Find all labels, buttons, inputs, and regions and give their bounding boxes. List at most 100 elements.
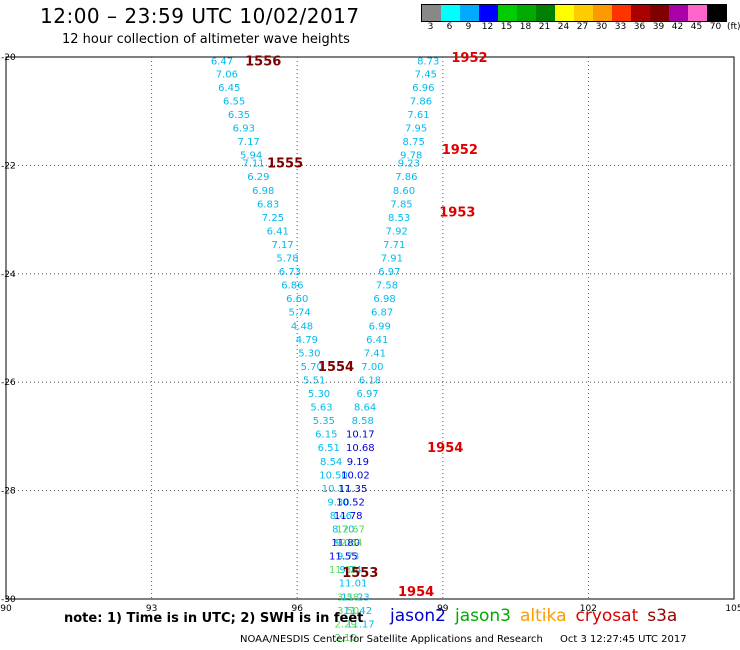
data-point-label: 7.25 (262, 213, 284, 224)
data-point-label: 8.64 (354, 403, 376, 414)
legend-value: 6 (446, 22, 453, 32)
data-point-label: 7.95 (405, 123, 427, 134)
data-point-label: 7.85 (390, 199, 412, 210)
pass-annotation: 1556 (245, 54, 281, 69)
data-point-label: 9.30 (327, 497, 349, 508)
data-point-label: 6.35 (228, 110, 250, 121)
legend-value: 36 (633, 22, 646, 32)
pass-annotation: 1553 (342, 566, 378, 581)
satellite-s3a: s3a (647, 606, 678, 626)
y-tick-label: -22 (1, 161, 16, 171)
data-point-label: 6.18 (359, 375, 381, 386)
legend-value: 33 (614, 22, 627, 32)
data-point-label: 11.42 (344, 606, 373, 617)
data-point-label: 6.47 (211, 56, 233, 67)
legend-value: 70 (709, 22, 722, 32)
data-point-label: 11.17 (346, 619, 375, 630)
x-tick-label: 99 (437, 604, 449, 614)
legend-value: 3 (427, 22, 434, 32)
data-point-label: 6.97 (356, 389, 378, 400)
x-tick-label: 93 (146, 604, 157, 614)
data-point-label: 11.78 (334, 511, 363, 522)
units-note: note: 1) Time is in UTC; 2) SWH is in fe… (64, 611, 364, 626)
legend-value: 18 (519, 22, 532, 32)
legend-swatch (688, 5, 707, 21)
data-point-label: 8.54 (320, 457, 342, 468)
satellite-cryosat: cryosat (575, 606, 639, 626)
legend-swatch (555, 5, 574, 21)
data-point-label: 5.70 (301, 362, 323, 373)
data-point-label: 6.87 (371, 308, 393, 319)
data-point-label: 11.55 (329, 552, 358, 563)
color-scale-legend (421, 4, 727, 22)
data-point-label: 8.46 (330, 511, 352, 522)
data-point-label: 6.60 (286, 294, 308, 305)
legend-swatch (574, 5, 593, 21)
pass-annotation: 1954 (398, 585, 434, 600)
y-tick-label: -28 (1, 487, 16, 497)
x-tick-label: 102 (580, 604, 597, 614)
legend-value: 30 (595, 22, 608, 32)
data-point-label: 6.99 (369, 321, 391, 332)
data-point-label: 6.51 (318, 443, 340, 454)
legend-value: 42 (671, 22, 684, 32)
data-point-label: 5.30 (298, 348, 320, 359)
legend-swatch (669, 5, 688, 21)
legend-swatch (498, 5, 517, 21)
legend-swatch (612, 5, 631, 21)
footer-credit: NOAA/NESDIS Center for Satellite Applica… (240, 634, 687, 645)
data-point-label: 7.86 (395, 172, 417, 183)
data-point-label: 11.01 (339, 579, 368, 590)
chart-subtitle: 12 hour collection of altimeter wave hei… (62, 32, 350, 47)
data-point-label: 5.51 (303, 375, 325, 386)
data-point-label: 6.93 (233, 123, 255, 134)
data-point-label: 6.97 (378, 267, 400, 278)
data-point-label: 12.04 (334, 538, 363, 549)
data-point-label: 6.98 (373, 294, 395, 305)
data-point-label: 7.11 (242, 159, 264, 170)
legend-swatch (536, 5, 555, 21)
data-point-label: 8.75 (403, 137, 425, 148)
data-point-label: 4.79 (296, 335, 318, 346)
data-point-label: 6.98 (252, 186, 274, 197)
data-point-label: 11.89 (329, 565, 358, 576)
pass-annotation: 1555 (267, 157, 303, 172)
legend-swatch (441, 5, 460, 21)
legend-value: 27 (576, 22, 589, 32)
data-point-label: 5.94 (240, 151, 262, 162)
legend-value: 24 (557, 22, 570, 32)
legend-swatch (460, 5, 479, 21)
data-point-label: 10.68 (346, 443, 375, 454)
data-point-label: 11.35 (339, 484, 368, 495)
legend-swatch (422, 5, 441, 21)
data-point-label: 9.23 (398, 159, 420, 170)
legend-swatch (517, 5, 536, 21)
data-point-label: 6.55 (223, 96, 245, 107)
credit-text: NOAA/NESDIS Center for Satellite Applica… (240, 634, 543, 645)
data-point-label: 8.58 (352, 416, 374, 427)
data-point-label: 3.58 (337, 592, 359, 603)
pass-annotation: 1952 (442, 143, 478, 158)
legend-value: 21 (538, 22, 551, 32)
satellite-legend: jason2 jason3 altika cryosat s3a (390, 606, 686, 626)
data-point-label: 6.96 (412, 83, 434, 94)
legend-swatch (479, 5, 498, 21)
data-point-label: 10.17 (346, 430, 375, 441)
y-tick-label: -30 (1, 595, 16, 605)
data-point-label: 5.78 (276, 254, 298, 265)
legend-swatch (650, 5, 669, 21)
data-point-label: 6.45 (218, 83, 240, 94)
satellite-altika: altika (520, 606, 567, 626)
data-point-label: 6.15 (315, 430, 337, 441)
data-point-label: 5.74 (288, 308, 310, 319)
data-point-label: 3.50 (337, 606, 359, 617)
data-point-label: 5.35 (313, 416, 335, 427)
y-tick-label: -26 (1, 378, 16, 388)
pass-annotation: 1954 (427, 441, 463, 456)
x-tick-label: 90 (0, 604, 12, 614)
y-tick-label: -20 (1, 53, 16, 63)
data-point-label: 7.41 (364, 348, 386, 359)
data-point-label: 6.73 (279, 267, 301, 278)
data-point-label: 6.83 (257, 199, 279, 210)
